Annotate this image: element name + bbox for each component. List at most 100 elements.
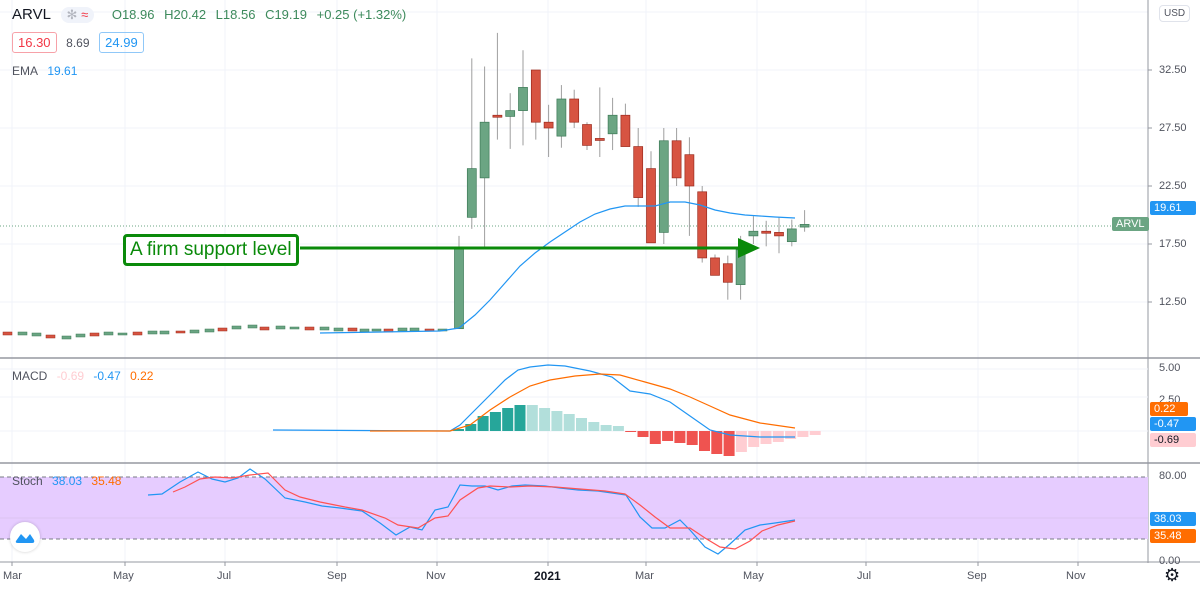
candle-body [748,230,759,237]
macd-histogram-bar [625,431,637,432]
ohlc-change: +0.25 (+1.32%) [316,7,407,22]
symbol-name[interactable]: ARVL [12,6,51,23]
macd-histogram-bar [612,426,624,431]
candle [89,332,100,337]
stoch-k-value: 38.03 [52,474,83,488]
macd-histogram-bar [699,431,710,451]
ema-value: 19.61 [47,64,78,78]
candle-body [556,98,567,137]
macd-legend[interactable]: MACD -0.69 -0.47 0.22 [12,369,159,383]
macd-histogram-bar [477,416,489,431]
candle-body [505,110,516,117]
support-arrowhead [738,238,760,258]
ema-legend[interactable]: EMA 19.61 [12,64,83,78]
price-tick: 12.50 [1159,296,1187,308]
macd-signal-value: 0.22 [130,369,154,383]
macd-histogram-bar [502,408,514,431]
candle-body [786,228,797,243]
candle-body [518,87,528,111]
macd-histogram-bar [539,408,551,431]
macd-histogram-bar [576,418,587,431]
candle [359,328,370,333]
support-annotation[interactable]: A firm support level [123,234,299,266]
candle [175,330,186,334]
candle-body [582,124,592,146]
ohlc-close: C19.19 [265,7,307,22]
sell-button[interactable]: 16.30 [12,32,57,53]
stoch-legend[interactable]: Stoch 38.03 35.48 [12,474,127,488]
candle-body [492,114,503,118]
macd-histogram-bar [489,412,501,431]
candle [319,326,330,331]
candle-body [569,98,580,123]
macd-histogram-bar [465,424,477,431]
symbol-status-pill[interactable]: ✻ ≈ [60,7,95,23]
time-tick: Sep [967,570,987,582]
settings-gear-icon[interactable]: ⚙ [1164,565,1181,585]
macd-histogram-bar [686,431,698,445]
time-tick: Mar [3,570,22,582]
candle-body [722,263,733,283]
candle-body [454,247,464,330]
time-tick: Nov [426,570,446,582]
candle-body [697,191,708,259]
macd-tick: 5.00 [1159,362,1181,374]
macd-line-badge: -0.47 [1150,417,1196,431]
stoch-d-value: 35.48 [91,474,122,488]
time-tick-year: 2021 [534,569,561,583]
ohlc-open: O18.96 [111,7,155,22]
time-tick: May [113,570,134,582]
time-tick: May [743,570,764,582]
time-axis-bg [0,563,1200,592]
buy-button[interactable]: 24.99 [99,32,144,53]
macd-histogram-bar [526,405,538,431]
candle [75,333,86,338]
candle [132,331,143,336]
price-tick: 22.50 [1159,180,1187,192]
macd-histogram-bar [563,414,575,431]
macd-histogram-bar [785,431,797,439]
candle-body [594,138,605,141]
candle-body [607,114,618,135]
candle [289,326,300,330]
currency-button[interactable]: USD [1159,5,1191,22]
macd-histogram-bar [723,431,735,456]
candle-body [761,230,772,234]
candle-body [774,232,784,237]
stoch-k-badge: 38.03 [1150,512,1196,526]
candle [371,328,382,332]
macd-hist-value: -0.69 [56,369,85,383]
wave-icon: ≈ [81,7,89,22]
ema-line [319,201,796,334]
asterisk-icon: ✻ [66,7,78,22]
candle [103,331,114,336]
price-tick: 27.50 [1159,122,1187,134]
candle-body [543,121,554,129]
macd-histogram-bar [551,411,563,431]
candle [159,330,170,335]
stoch-band [0,477,1148,539]
candle-body [530,69,541,123]
candle [61,335,72,340]
macd-histogram-bar [797,431,809,437]
macd-hist-badge: -0.69 [1150,433,1196,447]
candle [247,324,258,329]
macd-histogram-bar [809,431,821,435]
candle-body [479,121,490,179]
macd-histogram-bar [637,431,649,437]
symbol-price-badge: ARVL [1112,217,1149,231]
macd-histogram-bar [588,422,600,431]
candle [397,327,408,332]
time-tick: Mar [635,570,654,582]
candle [275,325,286,330]
candle [45,334,56,339]
ema-label: EMA [12,64,39,78]
candle [304,326,315,331]
candle [259,326,270,331]
stoch-d-badge: 35.48 [1150,529,1196,543]
ohlc-low: L18.56 [215,7,256,22]
tradingview-logo[interactable] [10,522,40,552]
candle-body [671,140,682,179]
